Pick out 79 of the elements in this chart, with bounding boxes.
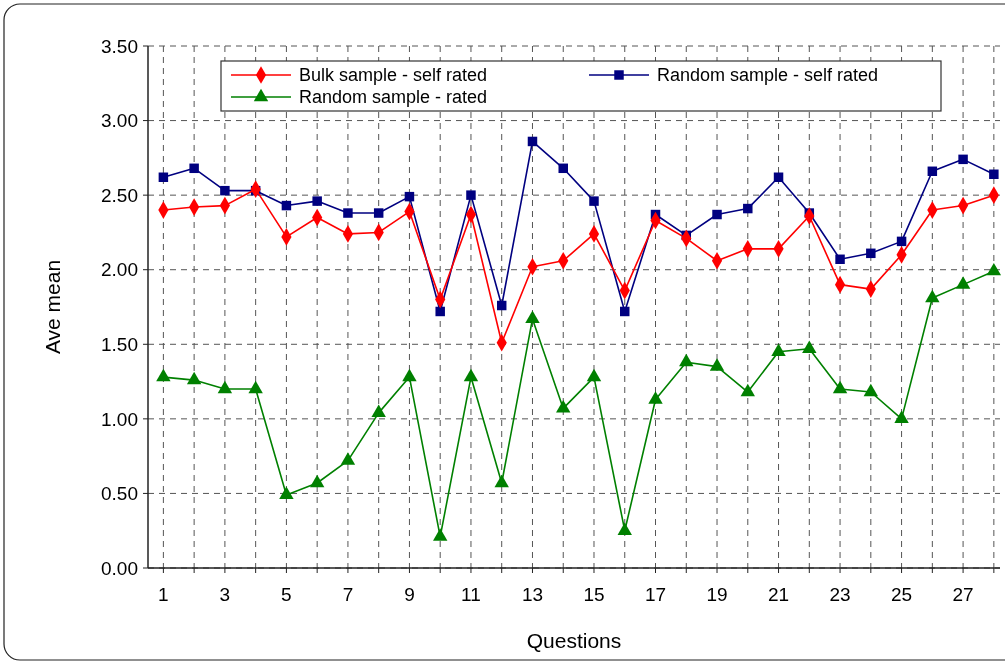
point [925,289,940,303]
point [402,368,417,382]
point [156,368,171,382]
point [709,358,725,371]
point [712,209,722,220]
point [340,452,356,465]
point [248,380,263,394]
point [496,300,507,311]
y-tick-label: 3.00 [101,110,138,132]
point [835,254,845,265]
legend-label: Random sample - rated [299,87,488,108]
point [958,154,968,165]
x-tick-label: 19 [706,584,728,605]
point [525,310,540,324]
y-tick-label: 0.50 [101,483,138,505]
point [309,474,325,488]
point [648,391,663,404]
point [463,368,479,382]
y-axis-title: Ave mean [41,259,64,355]
point [740,383,755,397]
legend-label: Random sample - self rated [657,65,879,86]
x-tick-label: 13 [521,584,544,605]
x-tick-label: 7 [342,584,354,605]
point [373,208,384,218]
legend-label: Bulk sample - self rated [299,65,488,86]
point [281,200,292,211]
point [279,486,294,500]
x-tick-label: 23 [829,584,851,605]
x-axis-title: Questions [526,629,622,652]
y-tick-label: 2.50 [101,184,138,206]
point [527,136,538,147]
x-tick-label: 1 [158,584,169,605]
point [866,248,876,259]
point [494,474,509,488]
point [989,169,999,180]
point [620,306,630,317]
point [220,185,230,196]
y-tick-label: 0.00 [101,557,138,579]
x-tick-label: 9 [404,584,415,605]
point [558,163,568,174]
x-tick-label: 17 [644,584,667,605]
point [896,236,907,247]
x-tick-label: 5 [281,584,292,605]
point [771,343,786,356]
y-tick-label: 1.50 [101,333,138,355]
point [432,528,448,541]
point [955,276,971,289]
point [466,190,476,200]
point [404,191,415,202]
x-tick-label: 21 [767,584,790,605]
y-tick-label: 2.00 [101,259,138,281]
x-tick-label: 25 [891,584,913,605]
point [312,196,322,206]
point [343,208,353,218]
y-tick-label: 3.50 [101,35,138,57]
point [986,262,1002,276]
point [371,404,386,418]
point [186,371,202,385]
x-tick-label: 11 [461,584,481,605]
x-tick-label: 27 [952,584,974,605]
point [189,163,199,174]
point [802,340,817,353]
point [894,410,909,424]
point [679,353,694,367]
point [217,380,233,394]
point [589,196,599,206]
point [435,306,445,317]
point [832,380,848,394]
x-tick-label: 15 [583,584,605,605]
point [617,522,632,535]
point [556,400,571,413]
x-tick-label: 3 [219,584,231,605]
point [863,383,879,397]
y-tick-label: 1.00 [101,408,138,430]
point [586,368,602,382]
point [743,203,753,214]
point [158,172,169,182]
point [927,166,938,177]
point [773,172,784,182]
